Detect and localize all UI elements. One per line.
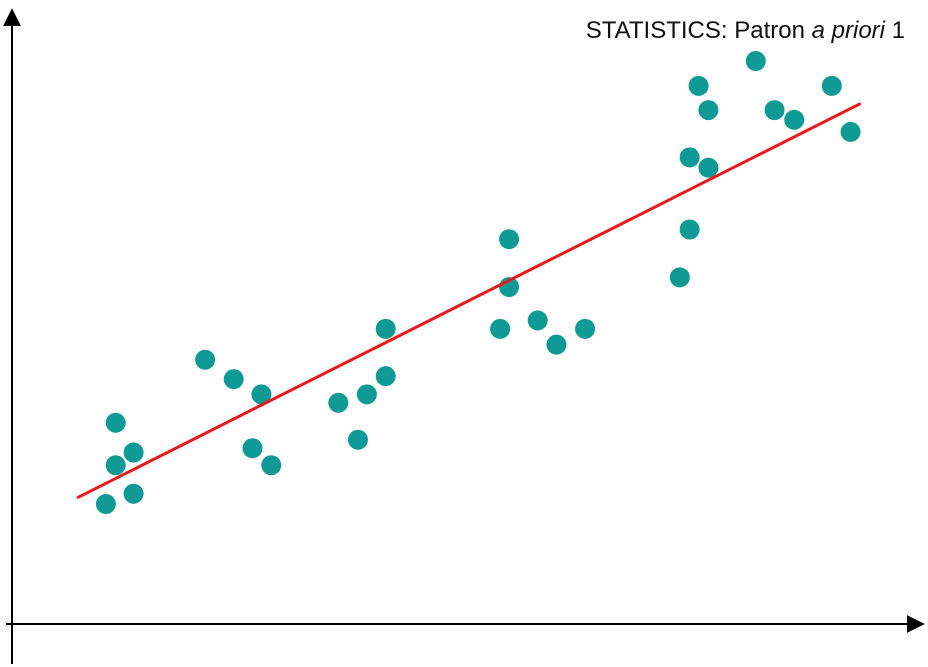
data-point-27 [698,100,719,121]
data-point-15 [375,318,396,339]
data-point-3 [105,412,126,433]
data-point-16 [490,318,511,339]
title-prefix: STATISTICS: Patron [586,17,812,44]
data-point-23 [679,219,700,240]
data-point-18 [499,229,520,250]
data-point-5 [123,442,144,463]
data-point-6 [195,349,216,370]
data-point-20 [546,334,567,355]
data-point-10 [261,455,282,476]
data-point-1 [95,494,116,515]
data-point-24 [679,147,700,168]
data-point-12 [347,429,368,450]
data-points [95,51,861,515]
data-point-4 [123,483,144,504]
data-point-11 [328,392,349,413]
title-suffix: 1 [885,17,905,44]
data-point-29 [764,100,785,121]
data-point-2 [105,455,126,476]
chart-title: STATISTICS: Patron a priori 1 [586,17,905,44]
data-point-28 [745,51,766,72]
data-point-30 [784,109,805,130]
data-point-13 [356,384,377,405]
data-point-8 [242,438,263,459]
data-point-22 [669,267,690,288]
data-point-25 [688,75,709,96]
data-point-32 [840,121,861,142]
data-point-9 [251,384,272,405]
data-point-21 [575,318,596,339]
data-point-14 [375,366,396,387]
data-point-7 [223,369,244,390]
data-point-26 [698,157,719,178]
trend-line [76,102,862,499]
data-point-19 [527,310,548,331]
title-italic: a priori [812,17,886,44]
data-point-31 [821,75,842,96]
